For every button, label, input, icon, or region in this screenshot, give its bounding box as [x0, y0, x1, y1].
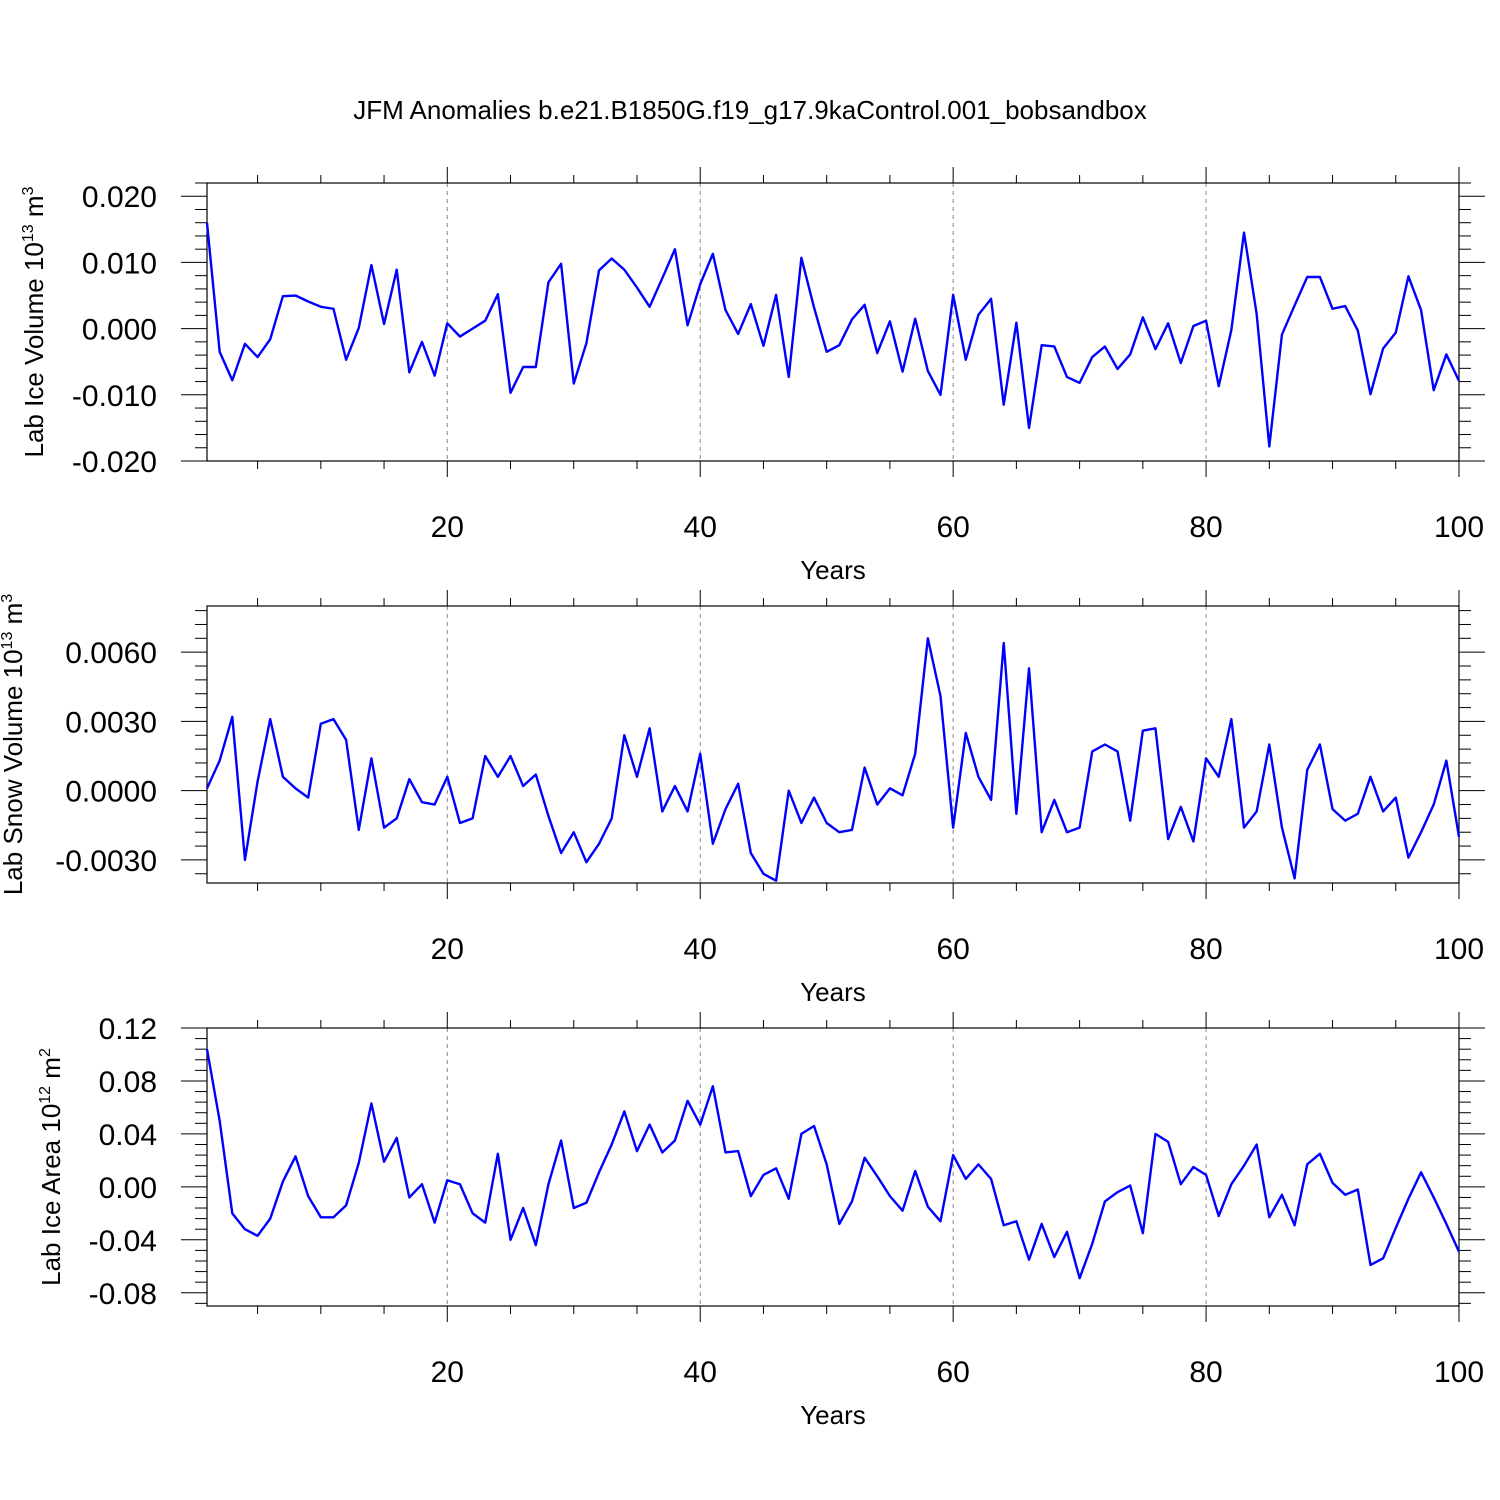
- x-tick-label: 80: [1189, 933, 1222, 966]
- y-tick-label: 0.0060: [65, 637, 157, 670]
- x-tick-label: 100: [1434, 933, 1484, 966]
- x-tick-label: 60: [936, 1356, 969, 1389]
- y-tick-label: -0.020: [72, 446, 157, 479]
- y-tick-label: 0.08: [99, 1066, 157, 1099]
- y-axis-title: Lab Ice Area 1012 m2: [36, 1048, 66, 1286]
- x-tick-label: 100: [1434, 1356, 1484, 1389]
- x-tick-label: 20: [431, 933, 464, 966]
- x-tick-label: 40: [684, 933, 717, 966]
- panel-1: -0.020 -0.010 0.000 0.010 0.020 20 40 60 80 100 Ye…: [19, 167, 1485, 585]
- y-tick-label: 0.12: [99, 1013, 157, 1046]
- panel-3: -0.08 -0.04 0.00 0.04 0.08 0.12 20 40 60 80 100 Yea…: [36, 1012, 1485, 1430]
- series-line: [205, 222, 1461, 448]
- plot-frame: [206, 1027, 1460, 1307]
- x-tick-label: 60: [936, 511, 969, 544]
- x-tick-label: 20: [431, 511, 464, 544]
- x-axis-title: Years: [800, 555, 866, 585]
- plot-frame: [206, 182, 1460, 462]
- x-tick-label: 20: [431, 1356, 464, 1389]
- y-tick-label: 0.0000: [65, 776, 157, 809]
- y-tick-label: 0.04: [99, 1119, 157, 1152]
- x-axis-title: Years: [800, 977, 866, 1007]
- x-tick-label: 40: [684, 1356, 717, 1389]
- y-axis-title: Lab Snow Volume 1013 m3: [0, 594, 28, 895]
- series-line: [205, 637, 1461, 882]
- y-tick-label: -0.0030: [55, 845, 157, 878]
- y-tick-label: 0.020: [82, 181, 157, 214]
- y-tick-label: 0.000: [82, 314, 157, 347]
- x-tick-label: 80: [1189, 1356, 1222, 1389]
- x-tick-label: 60: [936, 933, 969, 966]
- panel-2: -0.0030 0.0000 0.0030 0.0060 20 40 60 80 100 Year…: [0, 590, 1485, 1007]
- x-tick-label: 40: [684, 511, 717, 544]
- x-tick-label: 80: [1189, 511, 1222, 544]
- x-axis-title: Years: [800, 1400, 866, 1430]
- y-tick-label: -0.08: [89, 1278, 157, 1311]
- chart-panels: -0.020 -0.010 0.000 0.010 0.020 20 40 60 80 100 Ye…: [0, 167, 1485, 1430]
- series-line: [205, 1048, 1461, 1280]
- y-tick-label: -0.04: [89, 1225, 157, 1258]
- y-tick-label: 0.010: [82, 247, 157, 280]
- y-tick-label: 0.00: [99, 1172, 157, 1205]
- x-tick-label: 100: [1434, 511, 1484, 544]
- chart-title: JFM Anomalies b.e21.B1850G.f19_g17.9kaCo…: [353, 95, 1147, 125]
- y-tick-label: -0.010: [72, 380, 157, 413]
- y-axis-title: Lab Ice Volume 1013 m3: [19, 186, 49, 457]
- plot-frame: [206, 605, 1460, 884]
- y-tick-label: 0.0030: [65, 706, 157, 739]
